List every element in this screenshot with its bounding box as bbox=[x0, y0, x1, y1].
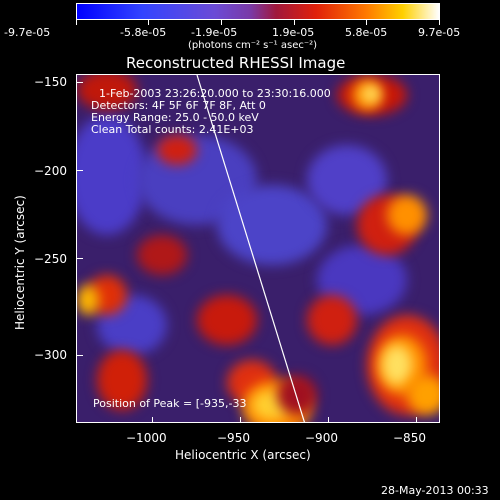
colorbar bbox=[76, 3, 440, 20]
info-block: 1-Feb-2003 23:26:20.000 to 23:30:16.000 … bbox=[91, 88, 331, 136]
x-tick-label: −1000 bbox=[126, 431, 167, 445]
colorbar-tick-label: 9.7e-05 bbox=[418, 26, 461, 39]
info-detectors: Detectors: 4F 5F 6F 7F 8F, Att 0 bbox=[91, 99, 266, 112]
colorbar-tick-label: -9.7e-05 bbox=[4, 26, 51, 39]
info-time-range: 1-Feb-2003 23:26:20.000 to 23:30:16.000 bbox=[99, 87, 331, 100]
colorbar-units-label: (photons cm⁻² s⁻¹ asec⁻²) bbox=[188, 40, 318, 51]
x-tick-label: −950 bbox=[217, 431, 250, 445]
colorbar-tick-label: -5.8e-05 bbox=[120, 26, 167, 39]
y-axis-label: Heliocentric Y (arcsec) bbox=[13, 195, 27, 330]
colorbar-tick-label: 1.9e-05 bbox=[272, 26, 315, 39]
plot-title: Reconstructed RHESSI Image bbox=[126, 54, 346, 72]
colorbar-tick-label: -1.9e-05 bbox=[191, 26, 238, 39]
peak-position-label: Position of Peak = [-935,-33 bbox=[93, 397, 247, 410]
colorbar-tick-label: 5.8e-05 bbox=[345, 26, 388, 39]
info-energy-range: Energy Range: 25.0 - 50.0 keV bbox=[91, 111, 259, 124]
y-tick-label: −300 bbox=[34, 348, 67, 362]
info-clean-counts: Clean Total counts: 2.41E+03 bbox=[91, 123, 254, 136]
footer-timestamp: 28-May-2013 00:33 bbox=[381, 484, 489, 497]
x-tick-label: −900 bbox=[305, 431, 338, 445]
x-tick-label: −850 bbox=[393, 431, 426, 445]
y-tick-label: −250 bbox=[34, 252, 67, 266]
y-tick-label: −150 bbox=[34, 75, 67, 89]
x-axis-label: Heliocentric X (arcsec) bbox=[175, 448, 311, 462]
rhessi-image bbox=[76, 74, 440, 423]
limb-line bbox=[196, 75, 306, 422]
y-tick-label: −200 bbox=[34, 164, 67, 178]
